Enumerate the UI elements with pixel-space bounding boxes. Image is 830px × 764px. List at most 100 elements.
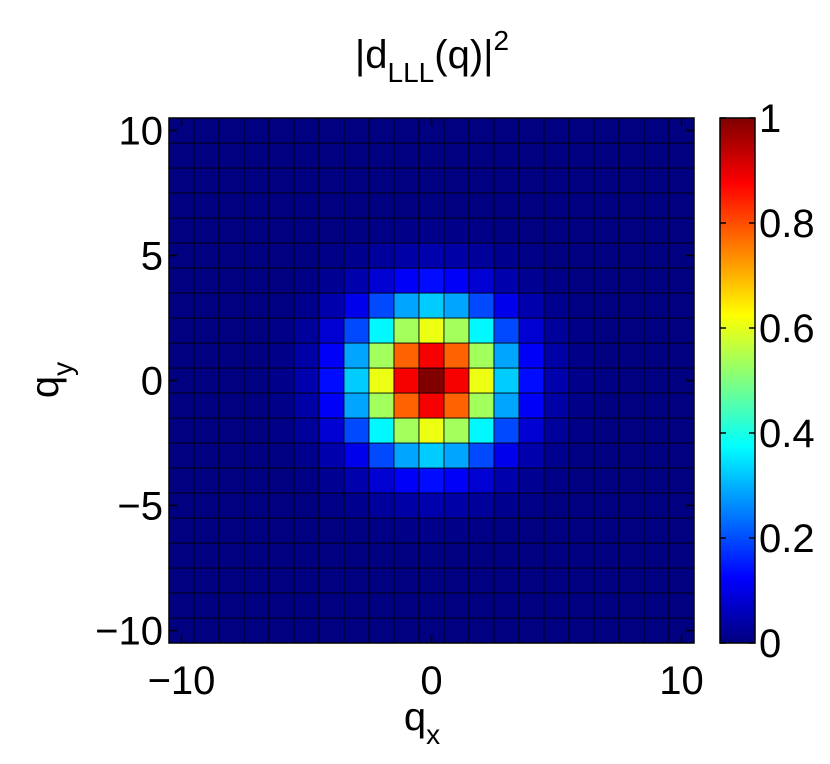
heatmap-cell — [318, 442, 345, 469]
heatmap-cell — [218, 567, 245, 594]
heatmap-cell — [493, 167, 520, 194]
heatmap-cell — [668, 467, 695, 494]
heatmap-cell — [443, 567, 470, 594]
heatmap-cell — [618, 617, 645, 644]
heatmap-cell — [218, 442, 245, 469]
colorbar-tick-label: 0.4 — [759, 412, 815, 456]
y-tick-label: 10 — [119, 110, 164, 154]
heatmap-cell — [618, 317, 645, 344]
heatmap-cell — [618, 167, 645, 194]
heatmap-cell — [268, 517, 295, 544]
heatmap-cell — [568, 217, 595, 244]
heatmap-cell — [268, 542, 295, 569]
heatmap-cell — [343, 367, 370, 394]
colorbar-tick-label: 1 — [759, 97, 781, 141]
heatmap-cell — [343, 292, 370, 319]
heatmap-cell — [218, 217, 245, 244]
heatmap-cell — [268, 367, 295, 394]
heatmap-cell — [543, 342, 570, 369]
heatmap-cell — [418, 567, 445, 594]
heatmap-cell — [368, 417, 395, 444]
heatmap-cell — [643, 292, 670, 319]
heatmap-cell — [643, 117, 670, 144]
heatmap-cell — [243, 217, 270, 244]
heatmap-cell — [193, 217, 220, 244]
heatmap-cell — [218, 167, 245, 194]
heatmap-cell — [643, 317, 670, 344]
heatmap-cell — [618, 367, 645, 394]
heatmap-cell — [368, 392, 395, 419]
heatmap-cell — [518, 142, 545, 169]
heatmap-cell — [593, 267, 620, 294]
heatmap-cell — [193, 267, 220, 294]
heatmap-cell — [468, 617, 495, 644]
title-superscript: 2 — [494, 25, 510, 56]
heatmap-cell — [568, 392, 595, 419]
heatmap-cell — [293, 517, 320, 544]
heatmap-cell — [668, 317, 695, 344]
heatmap-cell — [268, 492, 295, 519]
heatmap-cell — [568, 167, 595, 194]
heatmap-cell — [468, 217, 495, 244]
heatmap-cell — [618, 242, 645, 269]
heatmap-cell — [218, 467, 245, 494]
heatmap-cell — [668, 417, 695, 444]
heatmap-cell — [293, 192, 320, 219]
heatmap-cell — [368, 342, 395, 369]
heatmap-cell — [618, 492, 645, 519]
heatmap-cell — [518, 267, 545, 294]
heatmap-cell — [518, 317, 545, 344]
heatmap-cell — [243, 142, 270, 169]
heatmap-cell — [218, 242, 245, 269]
heatmap-cell — [393, 592, 420, 619]
heatmap-cell — [343, 267, 370, 294]
heatmap-cell — [493, 267, 520, 294]
heatmap-cell — [193, 242, 220, 269]
heatmap-cell — [368, 542, 395, 569]
heatmap-cell — [593, 617, 620, 644]
heatmap-cell — [168, 467, 195, 494]
heatmap-cell — [218, 417, 245, 444]
heatmap-cell — [618, 592, 645, 619]
heatmap-cell — [268, 592, 295, 619]
heatmap-cell — [168, 592, 195, 619]
heatmap-cell — [618, 517, 645, 544]
heatmap-cell — [593, 292, 620, 319]
heatmap-cell — [543, 592, 570, 619]
heatmap-cell — [368, 567, 395, 594]
heatmap-cell — [368, 442, 395, 469]
heatmap-cell — [168, 392, 195, 419]
heatmap-cell — [293, 567, 320, 594]
heatmap-cell — [393, 567, 420, 594]
heatmap-cell — [343, 242, 370, 269]
heatmap-cell — [218, 317, 245, 344]
x-axis-label-base: q — [404, 695, 426, 739]
heatmap-cell — [468, 517, 495, 544]
heatmap-cell — [568, 192, 595, 219]
title-subscript: LLL — [388, 57, 435, 88]
heatmap-cell — [418, 192, 445, 219]
heatmap-cell — [468, 567, 495, 594]
heatmap-cell — [543, 567, 570, 594]
heatmap-cell — [218, 542, 245, 569]
heatmap-cell — [518, 567, 545, 594]
x-axis-label-subscript: x — [426, 719, 440, 750]
heatmap-cell — [593, 242, 620, 269]
heatmap-cell — [643, 567, 670, 594]
heatmap-cell — [518, 517, 545, 544]
heatmap-cell — [368, 617, 395, 644]
heatmap-cell — [643, 167, 670, 194]
heatmap-cell — [318, 217, 345, 244]
heatmap-cell — [593, 367, 620, 394]
heatmap-cell — [618, 217, 645, 244]
heatmap-cell — [218, 342, 245, 369]
heatmap-cell — [168, 192, 195, 219]
heatmap-cell — [243, 567, 270, 594]
heatmap-cell — [168, 517, 195, 544]
heatmap-cell — [543, 267, 570, 294]
title-suffix: (q)| — [434, 33, 493, 77]
heatmap-cell — [568, 117, 595, 144]
heatmap-cell — [493, 192, 520, 219]
heatmap-cell — [543, 192, 570, 219]
heatmap-cell — [668, 217, 695, 244]
